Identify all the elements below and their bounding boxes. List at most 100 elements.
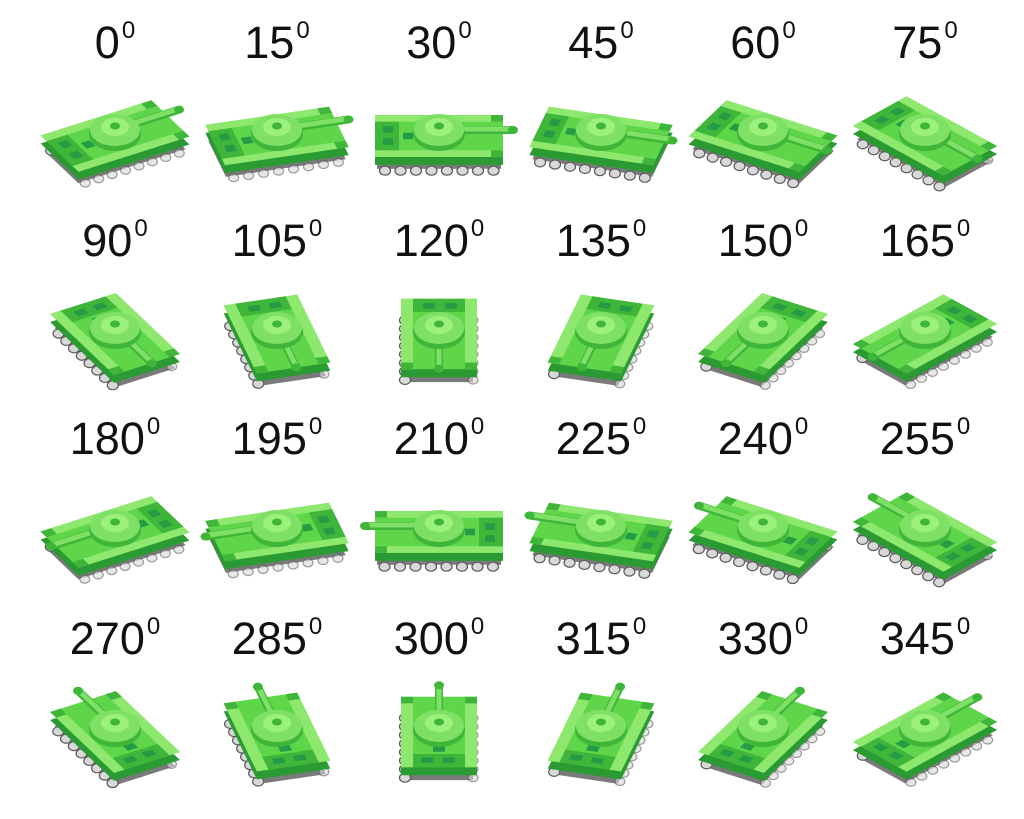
angle-value: 300 [393, 613, 469, 664]
angle-label: 1200 [358, 215, 520, 274]
frame-120: 1200 [358, 198, 520, 398]
frame-285: 2850 [196, 596, 358, 796]
angle-label: 450 [520, 17, 682, 76]
angle-label: 3450 [844, 613, 1006, 672]
tank-sprite-icon [45, 274, 185, 391]
frame-60: 600 [682, 0, 844, 200]
angle-label: 1650 [844, 215, 1006, 274]
angle-label: 2100 [358, 413, 520, 472]
angle-label: 1350 [520, 215, 682, 274]
frame-0: 00 [34, 0, 196, 200]
tank-icon [40, 496, 190, 584]
tank-icon [50, 293, 180, 391]
tank-sprite-icon [207, 274, 347, 389]
tank-sprite-icon [852, 672, 998, 787]
tank-sprite-icon [531, 274, 671, 389]
angle-label: 2850 [196, 613, 358, 672]
angle-label: 150 [196, 17, 358, 76]
tank-sprite-icon [45, 672, 185, 789]
tank-sprite-icon [40, 76, 190, 188]
angle-value: 285 [231, 613, 307, 664]
frame-90: 900 [34, 198, 196, 398]
angle-value: 75 [892, 17, 943, 68]
angle-value: 270 [69, 613, 145, 664]
frame-210: 2100 [358, 396, 520, 596]
frame-330: 3300 [682, 596, 844, 796]
tank-icon [360, 510, 503, 572]
angle-label: 600 [682, 17, 844, 76]
tank-icon [698, 686, 828, 788]
angle-value: 120 [393, 215, 469, 266]
angle-value: 165 [879, 215, 955, 266]
tank-icon [698, 293, 828, 390]
tank-sprite-icon [693, 274, 833, 390]
angle-value: 180 [69, 413, 145, 464]
frame-45: 450 [520, 0, 682, 200]
tank-sprite-icon [369, 76, 518, 186]
tank-sprite-icon [531, 672, 671, 787]
tank-sprite-icon [529, 76, 678, 186]
angle-value: 90 [82, 215, 133, 266]
tank-sprite-icon [200, 472, 349, 582]
degree-marker: 0 [782, 17, 796, 44]
angle-label: 300 [358, 17, 520, 76]
angle-value: 135 [555, 215, 631, 266]
degree-marker: 0 [308, 413, 323, 440]
angle-value: 255 [879, 413, 955, 464]
angle-label: 900 [34, 215, 196, 274]
frame-270: 2700 [34, 596, 196, 796]
angle-label: 2400 [682, 413, 844, 472]
frame-345: 3450 [844, 596, 1006, 796]
tank-icon [200, 502, 349, 579]
tank-icon [223, 294, 331, 389]
degree-marker: 0 [944, 17, 958, 44]
tank-sprite-icon [524, 472, 673, 582]
tank-sprite-icon [852, 76, 998, 192]
degree-marker: 0 [956, 613, 971, 640]
degree-marker: 0 [121, 17, 136, 44]
tank-icon [529, 106, 678, 183]
angle-value: 150 [717, 215, 793, 266]
degree-marker: 0 [956, 215, 971, 242]
degree-marker: 0 [794, 613, 809, 640]
tank-sprite-icon [852, 274, 998, 390]
tank-sprite-icon [207, 672, 347, 787]
degree-marker: 0 [632, 613, 647, 640]
angle-value: 0 [94, 17, 120, 68]
degree-marker: 0 [794, 413, 809, 440]
angle-label: 3300 [682, 613, 844, 672]
angle-label: 1050 [196, 215, 358, 274]
angle-label: 1950 [196, 413, 358, 472]
degree-marker: 0 [794, 215, 809, 242]
angle-label: 1500 [682, 215, 844, 274]
degree-marker: 0 [134, 215, 148, 242]
angle-value: 105 [231, 215, 307, 266]
tank-icon [398, 681, 479, 783]
frame-195: 1950 [196, 396, 358, 596]
frame-105: 1050 [196, 198, 358, 398]
angle-value: 345 [879, 613, 955, 664]
tank-sprite-icon [360, 472, 509, 582]
degree-marker: 0 [470, 613, 485, 640]
degree-marker: 0 [458, 17, 472, 44]
degree-marker: 0 [308, 613, 323, 640]
tank-sprite-icon [369, 274, 509, 386]
frame-165: 1650 [844, 198, 1006, 398]
angle-label: 00 [34, 17, 196, 76]
angle-value: 225 [555, 413, 631, 464]
angle-value: 315 [555, 613, 631, 664]
tank-icon [852, 692, 998, 787]
angle-label: 2250 [520, 413, 682, 472]
degree-marker: 0 [308, 215, 323, 242]
tank-icon [852, 96, 998, 192]
tank-sprite-icon [369, 672, 509, 783]
tank-icon [547, 294, 655, 389]
degree-marker: 0 [620, 17, 634, 44]
degree-marker: 0 [470, 413, 485, 440]
frame-15: 150 [196, 0, 358, 200]
tank-sprite-icon [205, 76, 354, 186]
angle-value: 330 [717, 613, 793, 664]
angle-label: 2700 [34, 613, 196, 672]
frame-315: 3150 [520, 596, 682, 796]
